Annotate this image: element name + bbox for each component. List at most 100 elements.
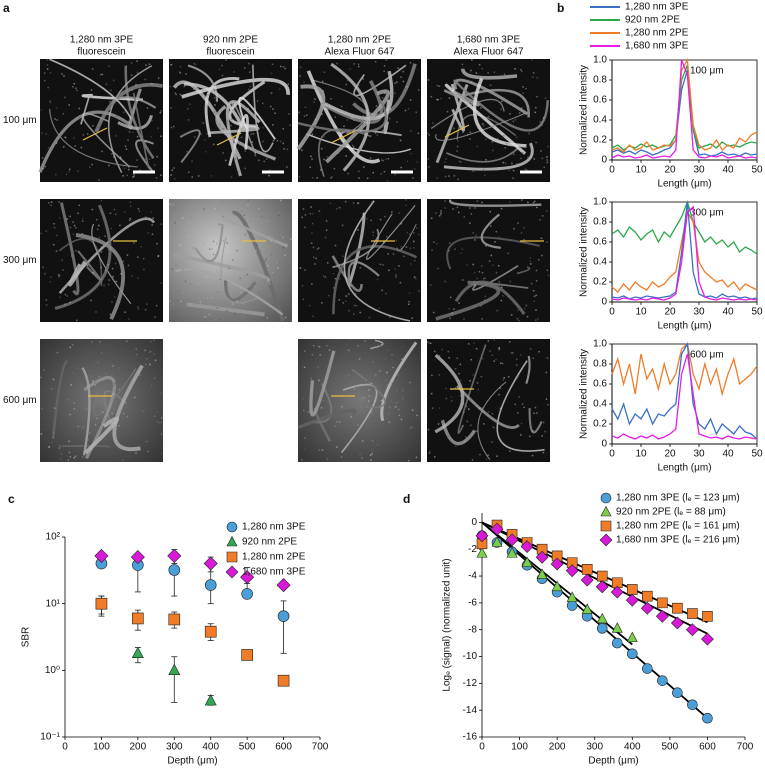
speckle <box>440 212 442 214</box>
legend-label: 920 nm 2PE <box>625 15 680 26</box>
speckle <box>365 376 368 379</box>
speckle <box>144 78 147 81</box>
speckle <box>454 368 457 370</box>
speckle <box>268 281 271 284</box>
speckle <box>397 67 399 69</box>
speckle <box>212 240 215 243</box>
marker <box>611 637 623 649</box>
vessel <box>231 210 285 322</box>
speckle <box>239 291 242 294</box>
marker <box>94 548 109 563</box>
marker <box>566 591 578 602</box>
speckle <box>361 440 364 442</box>
speckle <box>304 214 307 216</box>
speckle <box>406 231 409 234</box>
speckle <box>154 316 156 318</box>
speckle <box>121 88 124 90</box>
fit-line <box>481 521 708 635</box>
speckle <box>345 155 347 157</box>
speckle <box>440 210 442 212</box>
speckle <box>251 141 254 143</box>
speckle <box>330 98 332 100</box>
speckle <box>545 210 548 212</box>
micrograph <box>40 339 163 462</box>
x-tick-label: 20 <box>664 307 676 318</box>
speckle <box>487 454 489 457</box>
speckle <box>258 159 260 162</box>
x-axis-label: Depth (μm) <box>167 756 217 767</box>
speckle <box>62 113 65 115</box>
speckle <box>53 226 56 229</box>
speckle <box>231 303 234 305</box>
speckle <box>210 297 213 299</box>
speckle <box>118 388 120 391</box>
speckle <box>513 227 515 230</box>
speckle <box>374 400 376 402</box>
micrograph <box>298 199 421 322</box>
speckle <box>58 447 61 449</box>
speckle <box>265 277 267 280</box>
speckle <box>326 156 329 158</box>
speckle <box>367 426 369 429</box>
speckle <box>368 207 370 210</box>
speckle <box>462 279 464 281</box>
speckle <box>403 435 406 438</box>
speckle <box>255 149 258 152</box>
column-header: 1,280 nm 2PE <box>328 35 392 46</box>
speckle <box>411 426 414 428</box>
speckle <box>535 309 537 311</box>
speckle <box>409 247 412 250</box>
x-axis-label: Length (μm) <box>657 179 711 190</box>
speckle <box>56 234 58 237</box>
x-tick-label: 30 <box>693 449 705 460</box>
speckle <box>191 176 193 178</box>
speckle <box>288 113 290 115</box>
speckle <box>493 339 495 341</box>
speckle <box>131 89 133 91</box>
speckle <box>175 93 177 96</box>
speckle <box>233 223 236 225</box>
speckle <box>536 412 538 414</box>
x-tick-label: 0 <box>609 165 615 176</box>
speckle <box>217 291 219 293</box>
x-tick-label: 600 <box>275 742 292 753</box>
speckle <box>469 379 471 382</box>
speckle <box>329 202 332 205</box>
speckle <box>418 233 420 236</box>
speckle <box>72 221 74 223</box>
marker <box>657 675 668 686</box>
speckle <box>64 293 67 296</box>
speckle <box>326 344 328 347</box>
speckle <box>546 161 549 164</box>
speckle <box>479 80 481 83</box>
speckle <box>116 115 118 118</box>
marker <box>626 648 638 660</box>
speckle <box>52 437 54 439</box>
speckle <box>488 260 491 262</box>
speckle <box>156 421 159 423</box>
speckle <box>64 96 66 99</box>
speckle <box>360 130 362 133</box>
speckle <box>504 147 506 149</box>
speckle <box>56 119 58 121</box>
speckle <box>404 109 407 112</box>
speckle <box>540 150 542 152</box>
speckle <box>157 254 160 257</box>
speckle <box>388 421 391 424</box>
speckle <box>470 81 473 83</box>
speckle <box>104 235 106 237</box>
speckle <box>367 380 369 383</box>
speckle <box>193 62 195 65</box>
speckle <box>73 224 76 227</box>
speckle <box>56 406 58 408</box>
speckle <box>121 366 123 369</box>
speckle <box>399 139 402 142</box>
speckle <box>145 363 147 366</box>
speckle <box>341 224 344 227</box>
speckle <box>432 122 434 124</box>
speckle <box>428 452 431 454</box>
speckle <box>429 450 431 453</box>
speckle <box>500 108 502 110</box>
speckle <box>311 222 314 225</box>
speckle <box>348 374 350 376</box>
